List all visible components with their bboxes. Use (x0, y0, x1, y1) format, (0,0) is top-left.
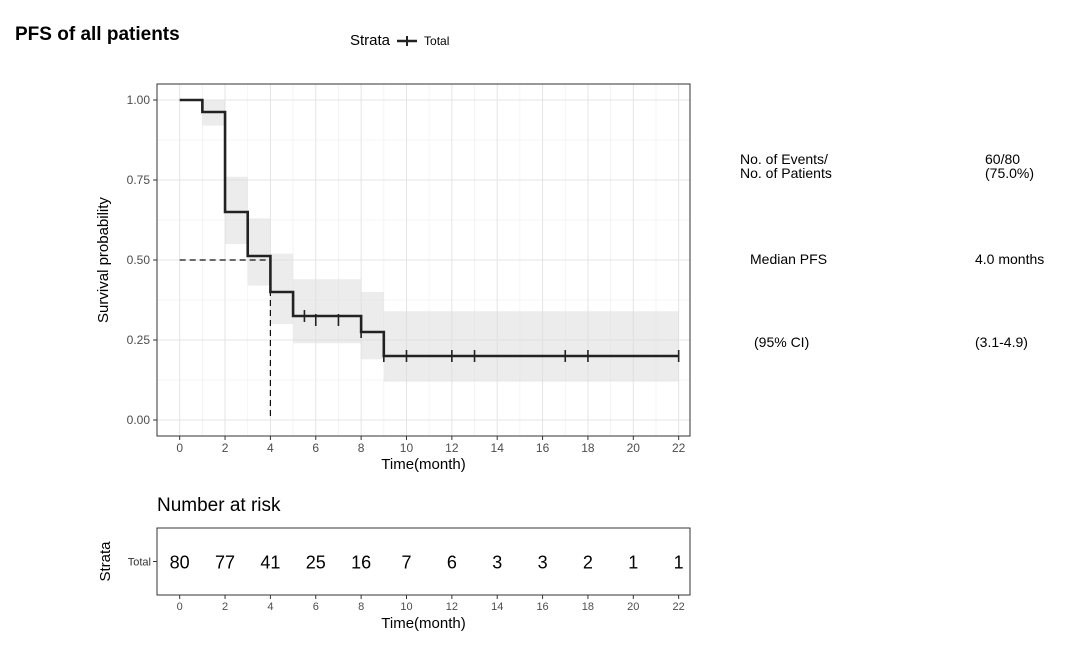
risk-value: 41 (260, 553, 280, 573)
y-tick-label: 0.25 (127, 333, 151, 347)
risk-value: 25 (306, 553, 326, 573)
risk-x-tick-label: 6 (313, 601, 319, 613)
legend: Strata Total (350, 32, 449, 49)
risk-panel (156, 527, 691, 596)
risk-x-tick-label: 14 (491, 601, 503, 613)
median-value: 4.0 months (975, 251, 1045, 267)
events-label-line1: No. of Events/ (740, 151, 828, 167)
x-tick-label: 0 (176, 441, 183, 455)
x-tick-label: 4 (267, 441, 274, 455)
risk-x-tick-label: 18 (582, 601, 594, 613)
x-tick-label: 22 (672, 441, 686, 455)
events-label-line2: No. of Patients (740, 165, 832, 181)
x-tick-label: 2 (222, 441, 229, 455)
y-tick-label: 0.00 (127, 413, 151, 427)
x-tick-label: 20 (627, 441, 641, 455)
median-label: Median PFS (750, 251, 828, 267)
legend-entry: Total (424, 33, 450, 48)
legend-label: Strata (350, 32, 391, 49)
risk-value: 77 (215, 553, 235, 573)
stats-events-label: No. of Events/ No. of Patients (740, 152, 832, 180)
risk-value: 3 (538, 553, 548, 573)
risk-value: 1 (628, 553, 638, 573)
x-tick-label: 12 (445, 441, 459, 455)
risk-x-tick-label: 8 (358, 601, 364, 613)
x-axis-title: Time(month) (381, 456, 465, 473)
risk-row-label: Total (128, 557, 151, 569)
x-tick-label: 14 (491, 441, 505, 455)
y-tick-label: 0.50 (127, 253, 151, 267)
km-plot: 0.00 0.25 0.50 0.75 1.00 0 2 4 6 8 10 12 14 16 18 20 22 T… (95, 83, 691, 473)
y-tick-label: 0.75 (127, 173, 151, 187)
risk-x-tick-label: 16 (536, 601, 548, 613)
risk-value: 16 (351, 553, 371, 573)
risk-x-tick-label: 12 (446, 601, 458, 613)
risk-value: 1 (674, 553, 684, 573)
y-axis-title: Survival probability (95, 197, 112, 323)
risk-table-title: Number at risk (157, 495, 281, 516)
legend-line-icon (397, 35, 418, 46)
survival-curve (179, 98, 679, 358)
x-tick-label: 10 (400, 441, 414, 455)
chart-title: PFS of all patients (15, 24, 180, 45)
x-tick-label: 6 (312, 441, 319, 455)
risk-x-tick-label: 4 (267, 601, 273, 613)
risk-y-axis-title: Strata (97, 541, 114, 582)
risk-x-tick-label: 20 (627, 601, 639, 613)
risk-value: 80 (170, 553, 190, 573)
ci-value: (3.1-4.9) (975, 334, 1028, 350)
risk-x-tick-label: 22 (673, 601, 685, 613)
risk-value: 3 (492, 553, 502, 573)
ci-label: (95% CI) (754, 334, 810, 350)
stats-events-value: 60/80 (75.0%) (985, 152, 1034, 180)
risk-value: 6 (447, 553, 457, 573)
risk-value: 2 (583, 553, 593, 573)
events-value-line1: 60/80 (985, 151, 1021, 167)
risk-x-tick-label: 2 (222, 601, 228, 613)
risk-x-axis-title: Time(month) (381, 615, 465, 632)
y-tick-label: 1.00 (127, 93, 151, 107)
x-tick-label: 8 (358, 441, 365, 455)
x-tick-label: 16 (536, 441, 550, 455)
risk-x-tick-label: 10 (400, 601, 412, 613)
risk-value: 7 (401, 553, 411, 573)
risk-x-tick-label: 0 (177, 601, 183, 613)
events-value-line2: (75.0%) (985, 165, 1035, 181)
x-tick-label: 18 (581, 441, 595, 455)
